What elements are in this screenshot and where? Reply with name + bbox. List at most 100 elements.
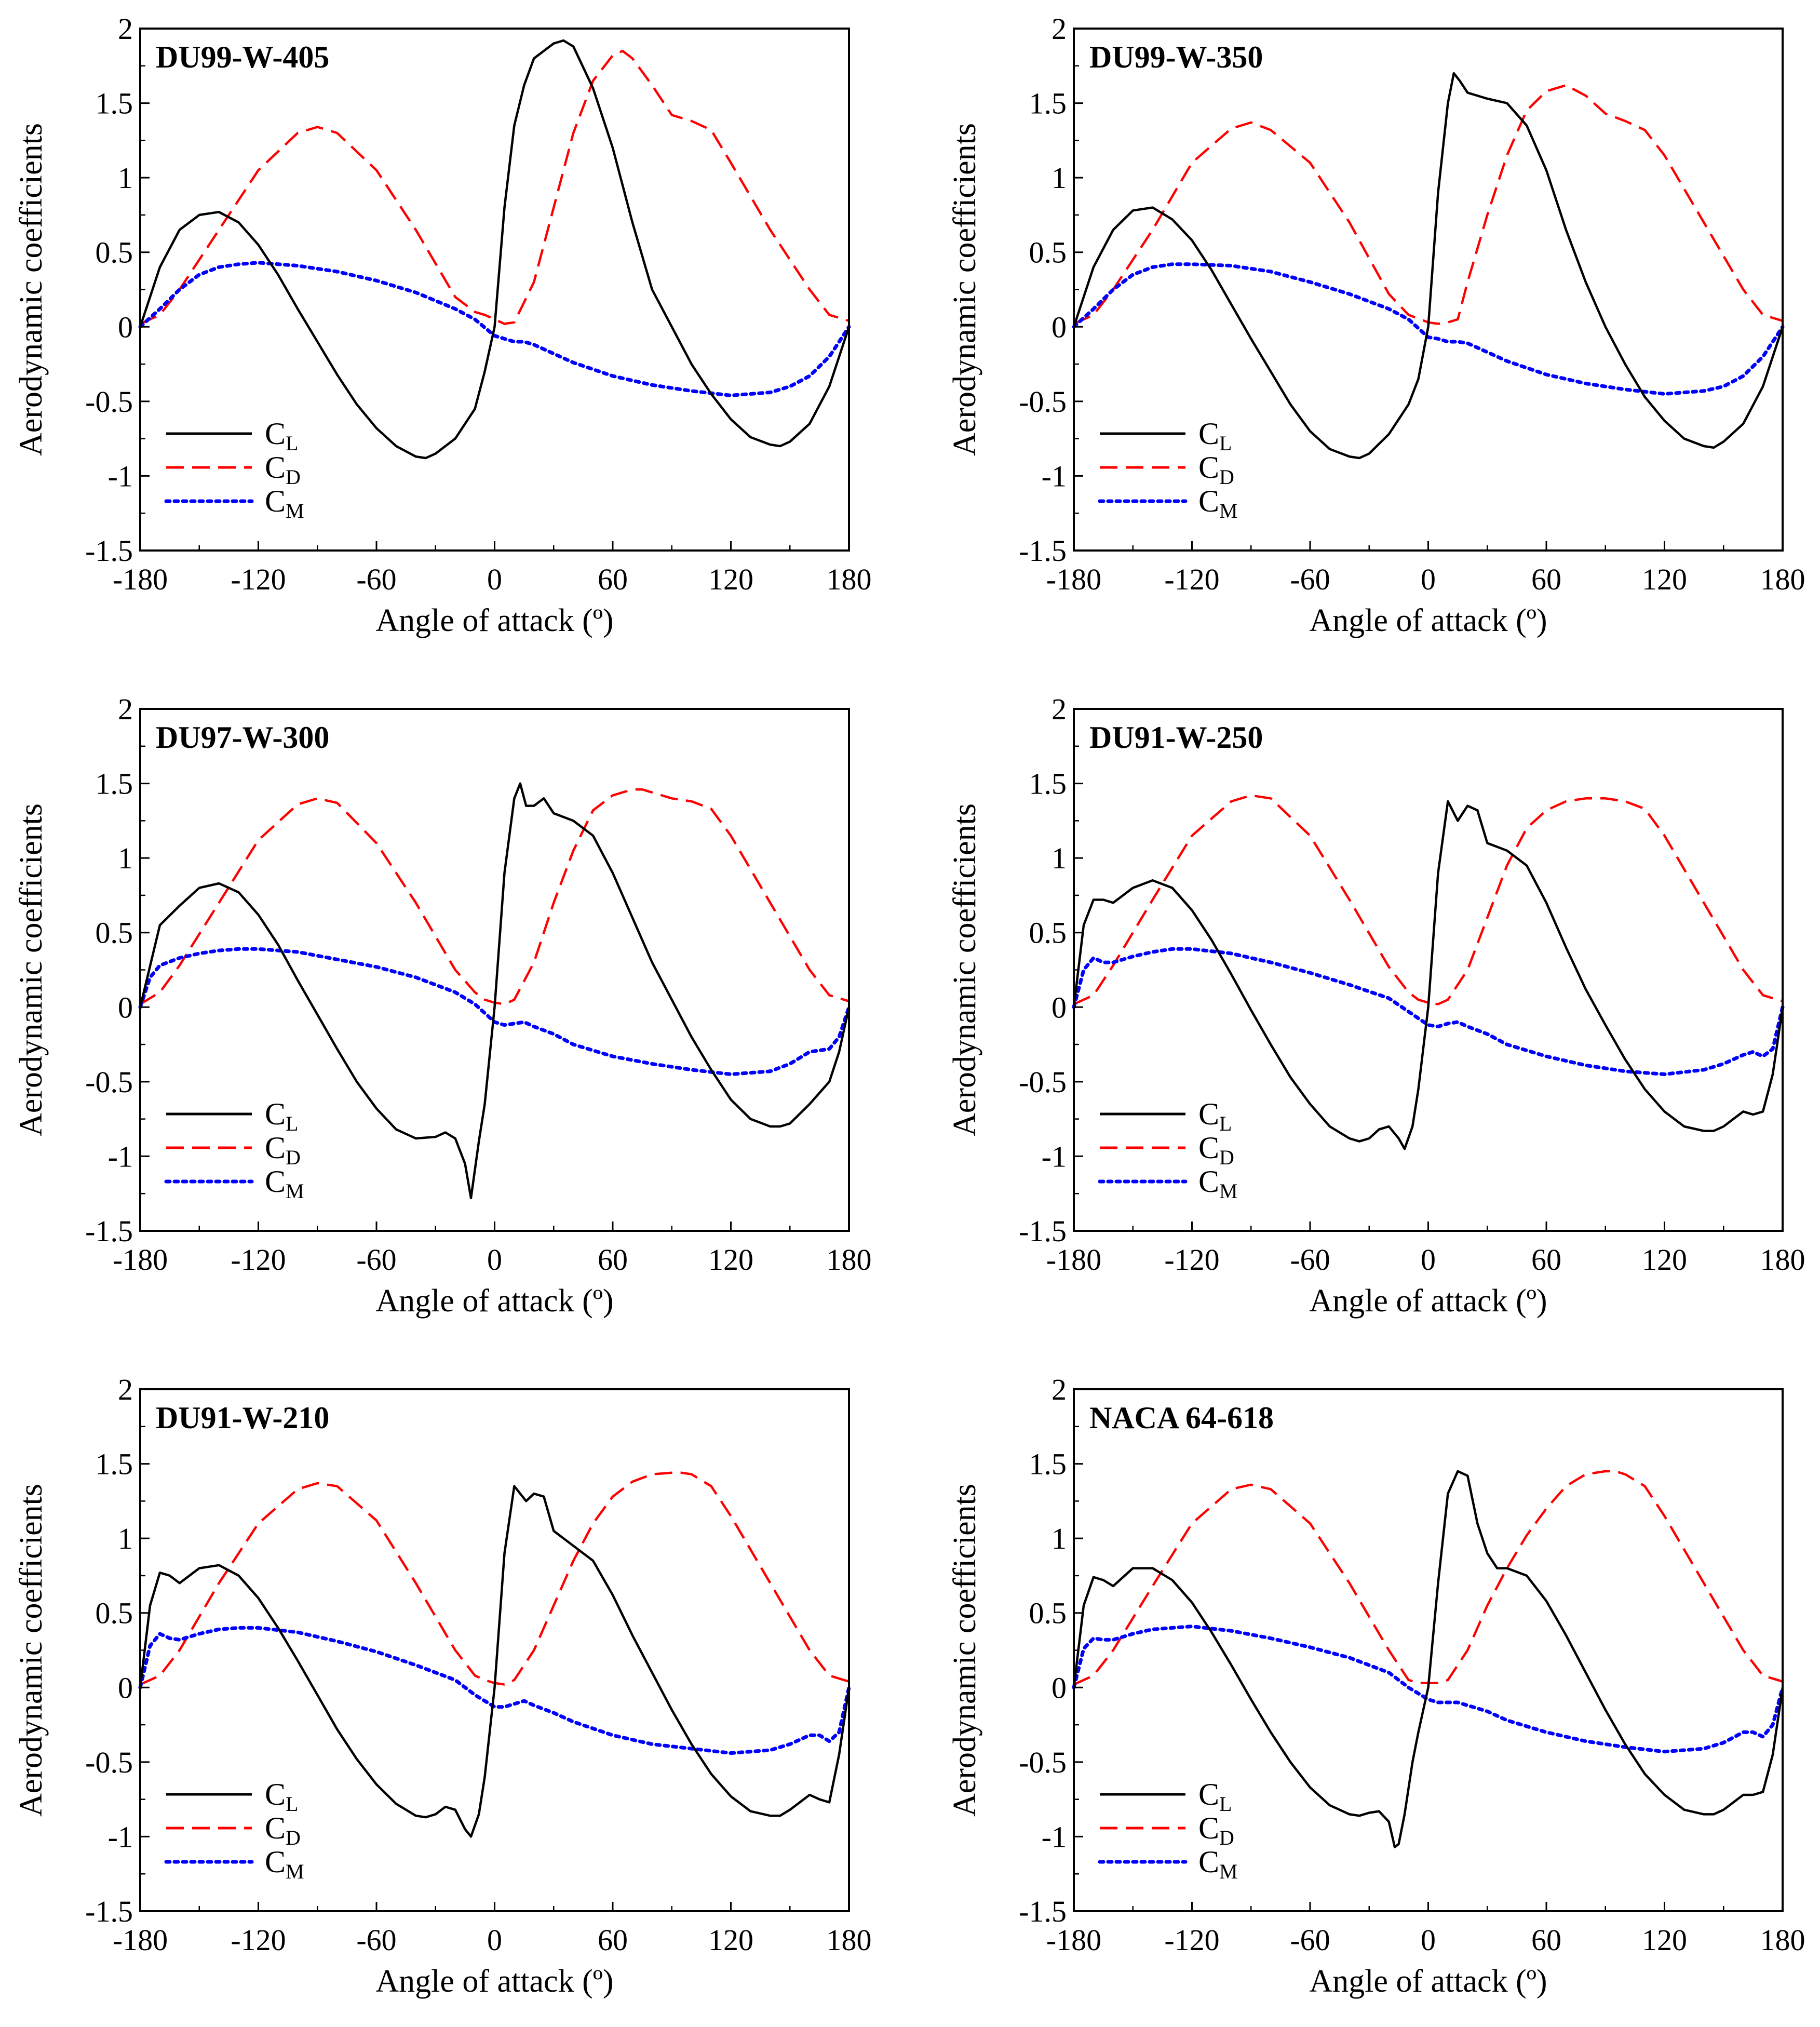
legend-label-subscript: D (1219, 1146, 1234, 1169)
series-line-cm (1072, 947, 1785, 1076)
series-line-cm (138, 261, 851, 397)
panel-title: DU99-W-350 (1089, 40, 1263, 74)
legend-label-cd: CD (1198, 1811, 1234, 1849)
x-tick-label: 120 (708, 1243, 753, 1277)
x-tick-label: 0 (487, 1923, 502, 1957)
legend-label-subscript: L (1219, 1112, 1232, 1135)
y-tick-label: -1.5 (1019, 1214, 1067, 1248)
series-line-cm (138, 1626, 851, 1755)
chart-panel-2: -180 -120 -60 0 60 120 180 -1.5 -1 -0.5 0 0.5 1 1.5 2 A… (947, 12, 1805, 638)
x-tick-label: 0 (1421, 1243, 1436, 1277)
y-tick-label: -1.5 (85, 534, 133, 568)
legend-label-cl: CL (1198, 417, 1232, 455)
panel-title: DU97-W-300 (156, 720, 329, 755)
x-tick-label: -180 (1046, 1923, 1101, 1957)
x-tick-label: -120 (231, 562, 286, 596)
x-tick-label: 120 (708, 1923, 753, 1957)
legend-label-cm: CM (265, 1845, 304, 1883)
y-tick-label: -0.5 (1019, 1065, 1067, 1099)
y-tick-label: -0.5 (1019, 1746, 1067, 1779)
series-line-cl (139, 39, 851, 460)
y-tick-label: -1 (1042, 1820, 1067, 1854)
legend-label-subscript: D (1219, 1826, 1234, 1849)
y-tick-label: 1 (118, 841, 133, 875)
legend-label-subscript: D (286, 1146, 301, 1169)
legend-label-cm: CM (1198, 1164, 1238, 1203)
y-axis-title: Aerodynamic coefficients (14, 1484, 49, 1817)
x-tick-label: 180 (827, 1923, 872, 1957)
y-tick-label: 0.5 (1029, 1596, 1067, 1630)
series-line-cd (1073, 1470, 1783, 1686)
legend-label-cm: CM (265, 484, 304, 522)
legend-label-subscript: L (286, 1792, 298, 1816)
x-tick-label: -120 (231, 1243, 286, 1277)
y-tick-label: 0.5 (96, 1596, 133, 1630)
x-tick-label: -60 (1290, 562, 1330, 596)
legend-label-cl: CL (1198, 1097, 1232, 1135)
chart-panel-5: -180 -120 -60 0 60 120 180 -1.5 -1 -0.5 0 0.5 1 1.5 2 A… (14, 1373, 872, 1999)
y-tick-label: 1.5 (96, 1447, 133, 1481)
x-tick-label: -120 (1164, 1243, 1219, 1277)
legend-label-subscript: M (286, 499, 304, 522)
series-line-cd (140, 49, 850, 325)
legend-label-cl: CL (265, 417, 298, 455)
legend-label-main: C (1198, 450, 1219, 485)
x-tick-label: -120 (1164, 562, 1219, 596)
legend-label-main: C (265, 1811, 286, 1845)
legend-label-subscript: D (286, 1826, 301, 1849)
chart-panel-3: -180 -120 -60 0 60 120 180 -1.5 -1 -0.5 0 0.5 1 1.5 2 A… (14, 692, 872, 1319)
y-tick-label: 0 (1051, 310, 1067, 344)
x-tick-label: -60 (356, 562, 396, 596)
legend-label-cm: CM (265, 1164, 304, 1203)
legend-label-cd: CD (1198, 450, 1234, 489)
series-line-cd (1073, 794, 1783, 1005)
legend-label-main: C (1198, 1164, 1219, 1199)
legend-label-cd: CD (265, 450, 301, 489)
y-tick-label: 0 (1051, 990, 1067, 1024)
legend-label-main: C (1198, 1845, 1219, 1879)
legend-label-subscript: M (1219, 1860, 1238, 1883)
y-tick-label: -1 (108, 1820, 133, 1854)
series-line-cm (1072, 262, 1785, 396)
x-tick-label: -60 (356, 1923, 396, 1957)
legend-label-subscript: L (286, 432, 298, 455)
chart-panel-4: -180 -120 -60 0 60 120 180 -1.5 -1 -0.5 0 0.5 1 1.5 2 A… (947, 692, 1805, 1319)
legend-label-subscript: L (286, 1112, 298, 1135)
panel-title: DU91-W-210 (156, 1401, 329, 1435)
legend-label-main: C (1198, 484, 1219, 518)
legend-label-main: C (1198, 1777, 1219, 1811)
x-tick-label: 120 (1642, 562, 1687, 596)
legend-label-cm: CM (1198, 484, 1238, 522)
legend-label-cm: CM (1198, 1845, 1238, 1883)
x-tick-label: 120 (1642, 1243, 1687, 1277)
series-line-cl (139, 1485, 851, 1838)
panel-title: DU99-W-405 (156, 40, 329, 74)
y-tick-label: -1 (108, 459, 133, 493)
legend-label-subscript: M (286, 1179, 304, 1203)
x-axis-title: Angle of attack (º) (1309, 603, 1547, 638)
series-line-cd (1073, 84, 1783, 325)
y-axis-title: Aerodynamic coefficients (947, 803, 982, 1136)
x-axis-title: Angle of attack (º) (1309, 1964, 1547, 1999)
x-axis-title: Angle of attack (º) (375, 1964, 613, 1999)
legend-label-cd: CD (265, 1811, 301, 1849)
x-tick-label: 60 (598, 1923, 628, 1957)
y-tick-label: -0.5 (1019, 385, 1067, 419)
y-tick-label: 1.5 (96, 87, 133, 120)
x-tick-label: -60 (1290, 1243, 1330, 1277)
series-line-cm (1072, 1625, 1785, 1754)
x-tick-label: -180 (113, 1923, 168, 1957)
y-tick-label: -1.5 (85, 1214, 133, 1248)
x-tick-label: -180 (1046, 562, 1101, 596)
y-tick-label: -1 (1042, 1139, 1067, 1173)
y-tick-label: 0 (1051, 1671, 1067, 1704)
y-tick-label: 1 (1051, 161, 1067, 195)
x-tick-label: 180 (1760, 1923, 1805, 1957)
x-tick-label: -180 (1046, 1243, 1101, 1277)
